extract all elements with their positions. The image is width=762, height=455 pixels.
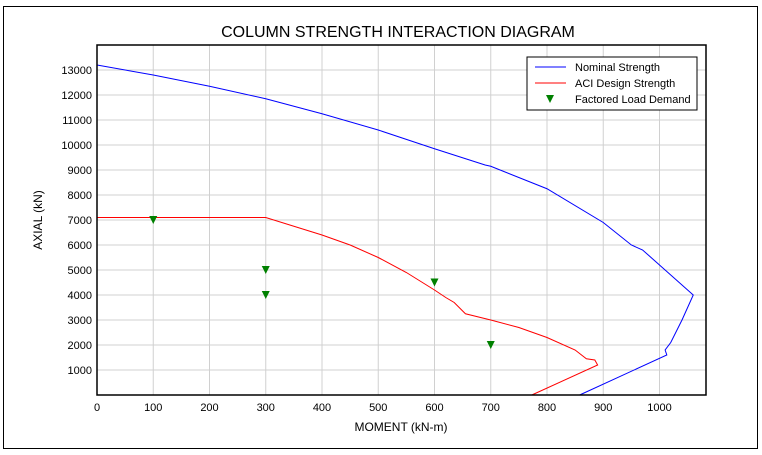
demand-point (486, 341, 495, 349)
y-tick-label: 10000 (61, 140, 92, 152)
x-tick-label: 100 (144, 402, 162, 414)
legend-box (526, 56, 698, 111)
x-tick-label: 300 (257, 402, 275, 414)
x-axis-label: MOMENT (kN-m) (354, 420, 447, 434)
legend-label: Nominal Strength (575, 62, 660, 74)
x-tick-label: 800 (538, 402, 556, 414)
legend-label: ACI Design Strength (575, 78, 675, 90)
plot-area (96, 44, 707, 396)
demand-point (430, 278, 439, 287)
chart-title: COLUMN STRENGTH INTERACTION DIAGRAM (221, 24, 575, 41)
y-tick-label: 12000 (61, 90, 92, 102)
x-tick-label: 600 (425, 402, 443, 414)
y-tick-label: 7000 (68, 215, 92, 227)
y-tick-label: 11000 (62, 115, 92, 127)
y-tick-label: 8000 (68, 190, 92, 202)
demand-point (261, 266, 270, 274)
y-tick-label: 4000 (68, 290, 92, 302)
y-tick-label: 13000 (61, 65, 92, 77)
y-tick-label: 3000 (68, 315, 92, 327)
y-tick-label: 6000 (68, 240, 92, 252)
series-line-1 (97, 217, 599, 396)
legend-label: Factored Load Demand (575, 94, 691, 106)
y-axis-label: AXIAL (kN) (31, 190, 45, 250)
series-line-0 (96, 64, 694, 396)
x-tick-label: 1000 (647, 402, 671, 414)
x-tick-label: 0 (94, 402, 100, 414)
demand-point (149, 216, 158, 224)
y-tick-label: 9000 (68, 165, 92, 177)
y-tick-label: 1000 (68, 365, 92, 377)
x-tick-label: 500 (369, 402, 387, 414)
y-tick-label: 2000 (68, 340, 92, 352)
y-tick-label: 5000 (68, 265, 92, 277)
demand-point (261, 291, 270, 299)
x-tick-label: 400 (313, 402, 331, 414)
x-tick-label: 700 (482, 402, 500, 414)
x-tick-label: 200 (200, 402, 218, 414)
legend-marker (546, 95, 554, 103)
x-tick-label: 900 (594, 402, 612, 414)
legend: Nominal Strength ACI Design Strength Facto… (526, 56, 698, 111)
